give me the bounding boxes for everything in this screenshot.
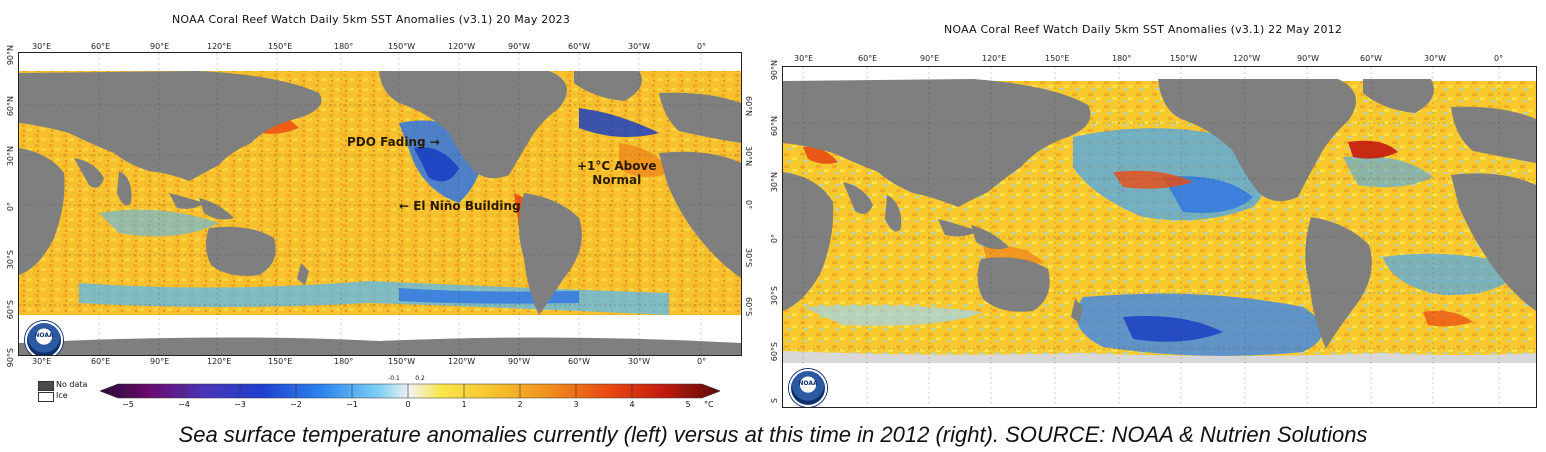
annotation-above-line1: +1°C Above [577,159,657,173]
colorbar-tick: 2 [517,400,523,409]
lon-tick: 180° [334,42,354,51]
lon-tick: 60°E [858,54,878,63]
colorbar-tick: −1 [346,400,358,409]
lon-tick: 90°W [508,42,531,51]
lon-tick: 150°W [388,357,416,366]
colorbar [100,383,720,399]
left-sst-map-graphic [19,53,741,355]
lat-tick: 0° [6,202,15,212]
legend-ice-swatch [38,392,54,402]
lon-tick: 30°W [1424,54,1447,63]
lon-tick: 90°E [150,357,170,366]
lon-tick: 120°W [1233,54,1261,63]
colorbar-unit: °C [704,400,714,409]
lon-tick: 120°E [207,357,232,366]
lon-tick: 120°E [982,54,1007,63]
lat-tick: 30°N [744,146,753,167]
annotation-el-nino-building: ← El Niño Building [399,199,521,213]
lat-tick: S [770,398,779,404]
lat-tick: 90°N [770,60,779,81]
lon-tick: 30°E [32,42,52,51]
left-map-title: NOAA Coral Reef Watch Daily 5km SST Anom… [172,13,571,26]
colorbar-tick: −5 [122,400,134,409]
lat-tick: 30°S [770,286,779,306]
lon-tick: 90°E [150,42,170,51]
lat-tick: 30°S [6,250,15,270]
lon-tick: 0° [697,42,707,51]
lon-tick: 120°E [207,42,232,51]
lon-tick: 180° [334,357,354,366]
lat-tick: 30°N [770,172,779,193]
lon-tick: 150°W [388,42,416,51]
figure-caption: Sea surface temperature anomalies curren… [178,422,1368,447]
lat-tick: 60°N [6,96,15,117]
legend-ice-label: Ice [56,391,68,400]
lon-tick: 0° [697,357,707,366]
lon-tick: 60°E [91,42,111,51]
lon-tick: 30°W [628,42,651,51]
colorbar-small-tick: 0.2 [415,375,425,382]
lon-tick: 30°E [32,357,52,366]
lon-tick: 90°W [508,357,531,366]
colorbar-tick: 3 [573,400,579,409]
colorbar-small-tick: -0.1 [388,375,400,382]
lon-tick: 60°W [1360,54,1383,63]
annotation-above-normal: +1°C Above Normal [577,159,656,187]
lat-tick: 60°N [770,116,779,137]
legend-no-data-swatch [38,381,54,391]
lat-tick: 30°S [744,248,753,268]
lat-tick: 60°N [744,96,753,117]
lon-tick: 120°W [448,357,476,366]
annotation-pdo-fading: PDO Fading → [347,135,440,149]
lon-tick: 150°W [1170,54,1198,63]
left-sst-map: PDO Fading → ← El Niño Building +1°C Abo… [18,52,742,356]
colorbar-tick: −2 [290,400,302,409]
lat-tick: 60°S [770,342,779,362]
lat-tick: 90°N [6,45,15,66]
lon-tick: 30°E [794,54,814,63]
lon-tick: 90°W [1297,54,1320,63]
noaa-logo-text: NOAA [34,332,54,339]
lon-tick: 0° [1494,54,1504,63]
noaa-logo-text: NOAA [798,380,818,387]
colorbar-tick: 4 [629,400,635,409]
lat-tick: 90°S [6,348,15,368]
right-sst-map: NOAA [782,66,1537,408]
lat-tick: 0° [770,234,779,244]
colorbar-tick: 5 [685,400,691,409]
right-map-title: NOAA Coral Reef Watch Daily 5km SST Anom… [944,23,1343,36]
lon-tick: 30°W [628,357,651,366]
lon-tick: 60°W [568,357,591,366]
lat-tick: 60°S [744,297,753,317]
lon-tick: 150°E [1045,54,1070,63]
noaa-logo-left: NOAA [25,321,63,355]
lon-tick: 90°E [920,54,940,63]
noaa-logo-right: NOAA [789,369,827,407]
colorbar-tick: −3 [234,400,246,409]
colorbar-tick: 1 [461,400,467,409]
lat-tick: 60°S [6,300,15,320]
annotation-above-line2: Normal [592,173,642,187]
colorbar-tick: 0 [405,400,411,409]
colorbar-tick: −4 [178,400,190,409]
lon-tick: 150°E [268,357,293,366]
right-sst-map-graphic [783,67,1536,407]
lon-tick: 150°E [268,42,293,51]
lon-tick: 60°W [568,42,591,51]
lon-tick: 120°W [448,42,476,51]
lat-tick: 0° [744,200,753,210]
legend-no-data-label: No data [56,380,88,389]
lat-tick: 30°N [6,146,15,167]
lon-tick: 180° [1112,54,1132,63]
lon-tick: 60°E [91,357,111,366]
